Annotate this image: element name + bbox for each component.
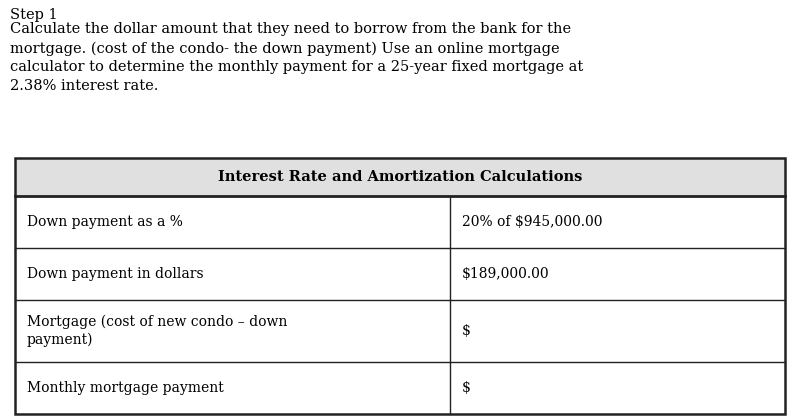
Bar: [15, 196, 785, 248]
Bar: [15, 158, 785, 414]
Bar: [15, 248, 785, 300]
Text: Down payment as a %: Down payment as a %: [27, 215, 183, 229]
Bar: [15, 362, 785, 414]
Text: Interest Rate and Amortization Calculations: Interest Rate and Amortization Calculati…: [218, 170, 582, 184]
Text: Mortgage (cost of new condo – down
payment): Mortgage (cost of new condo – down payme…: [27, 315, 287, 347]
Text: Down payment in dollars: Down payment in dollars: [27, 267, 204, 281]
Text: Monthly mortgage payment: Monthly mortgage payment: [27, 381, 224, 395]
Text: $: $: [462, 381, 471, 395]
Bar: [15, 158, 785, 196]
Text: $189,000.00: $189,000.00: [462, 267, 550, 281]
Text: Step 1: Step 1: [10, 8, 58, 22]
Bar: [15, 300, 785, 362]
Text: 20% of $945,000.00: 20% of $945,000.00: [462, 215, 602, 229]
Text: Calculate the dollar amount that they need to borrow from the bank for the
mortg: Calculate the dollar amount that they ne…: [10, 22, 583, 93]
Text: $: $: [462, 324, 471, 338]
